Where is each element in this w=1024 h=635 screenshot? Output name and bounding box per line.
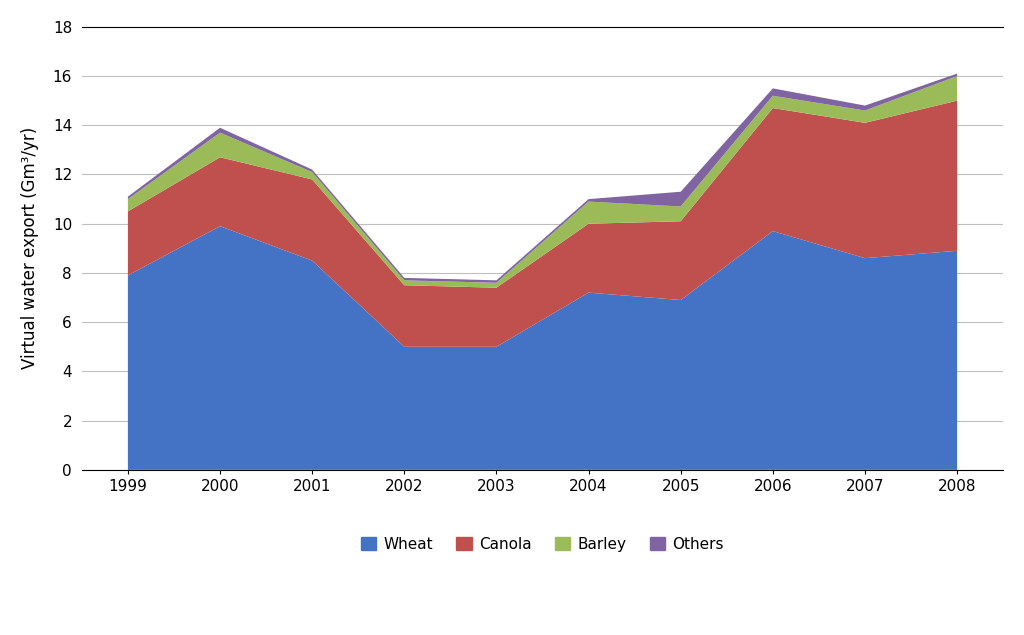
Y-axis label: Virtual water export (Gm³/yr): Virtual water export (Gm³/yr) bbox=[20, 127, 39, 370]
Legend: Wheat, Canola, Barley, Others: Wheat, Canola, Barley, Others bbox=[354, 531, 730, 558]
